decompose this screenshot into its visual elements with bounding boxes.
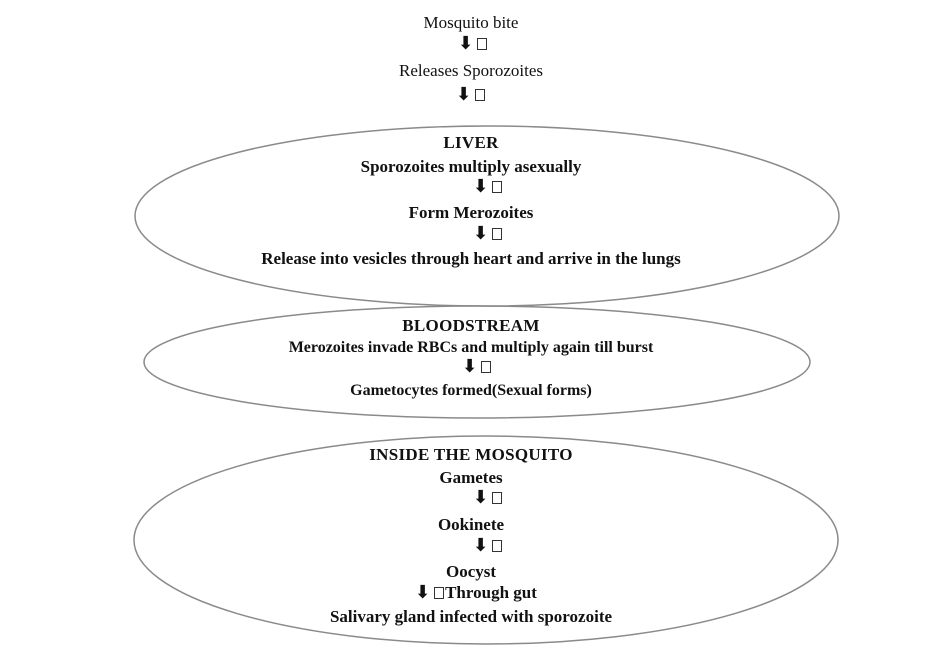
liver-step-release: Release into vesicles through heart and … <box>261 249 681 268</box>
mosquito-bite-text: Mosquito bite <box>423 13 519 32</box>
down-arrow-through-gut: ⬇ Through gut <box>415 584 537 602</box>
mosquito-step-salivary: Salivary gland infected with sporozoite <box>329 607 613 626</box>
down-arrow-icon: ⬇ <box>473 178 503 196</box>
down-arrow-icon: ⬇ <box>415 582 431 603</box>
mosquito-heading: INSIDE THE MOSQUITO <box>369 445 573 464</box>
down-arrow-icon: ⬇ <box>473 537 503 555</box>
through-gut-label: Through gut <box>445 583 537 602</box>
bloodstream-ellipse <box>143 305 811 419</box>
down-arrow-icon: ⬇ <box>473 225 503 243</box>
bloodstream-step-invade: Merozoites invade RBCs and multiply agai… <box>288 339 654 356</box>
bloodstream-step-gametocytes: Gametocytes formed(Sexual forms) <box>350 382 592 399</box>
mosquito-step-oocyst: Oocyst <box>445 562 497 581</box>
liver-heading: LIVER <box>443 133 499 152</box>
bloodstream-heading: BLOODSTREAM <box>402 316 540 335</box>
mosquito-step-gametes: Gametes <box>439 468 503 487</box>
down-arrow-icon: ⬇ <box>473 489 503 507</box>
mosquito-step-ookinete: Ookinete <box>437 515 505 534</box>
down-arrow-icon: ⬇ <box>458 35 488 53</box>
releases-sporozoites-text: Releases Sporozoites <box>399 61 543 80</box>
liver-step-multiply: Sporozoites multiply asexually <box>360 157 582 176</box>
down-arrow-icon: ⬇ <box>462 358 492 376</box>
liver-step-merozoites: Form Merozoites <box>408 203 534 222</box>
down-arrow-icon: ⬇ <box>456 86 486 104</box>
mosquito-ellipse <box>133 435 839 645</box>
